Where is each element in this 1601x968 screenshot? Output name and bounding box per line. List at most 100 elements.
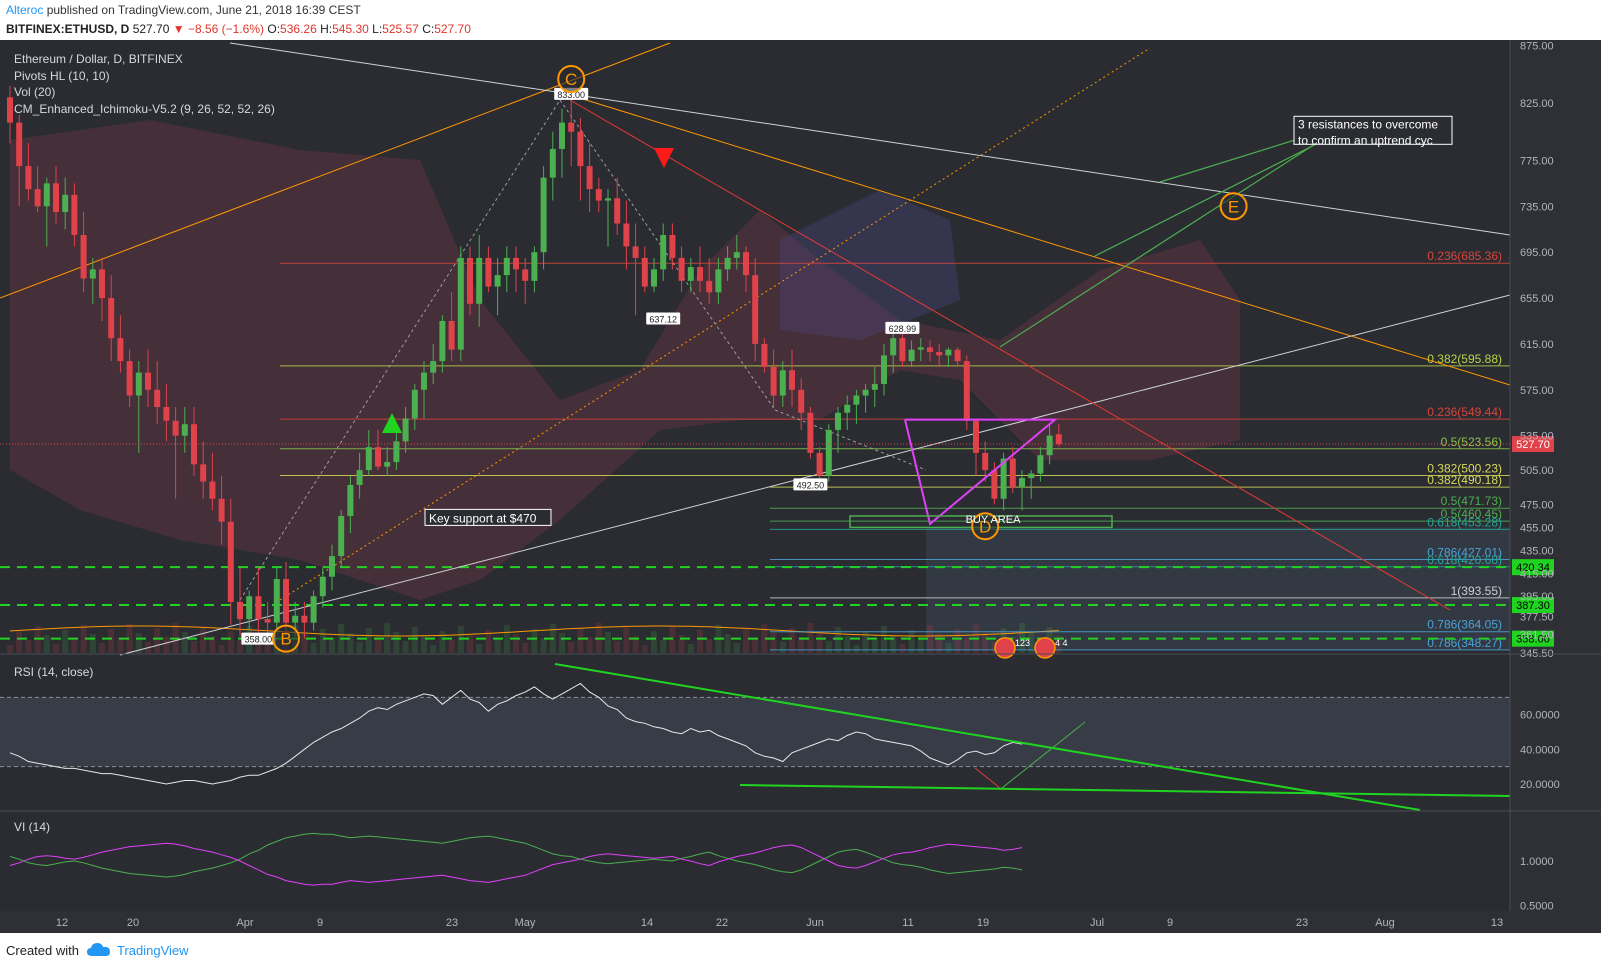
rsi-line — [9, 682, 1023, 785]
price-axis-tick: 655.00 — [1520, 293, 1554, 305]
candle-body — [503, 257, 510, 276]
volume-bar — [62, 630, 69, 653]
volume-bar — [614, 641, 621, 653]
volume-bar — [908, 630, 915, 653]
volume-bar — [99, 643, 105, 653]
candle-body — [53, 183, 59, 213]
zigzag-line — [559, 99, 776, 411]
volume-bar — [310, 643, 317, 653]
candle-body — [605, 198, 611, 201]
volume-bar — [503, 625, 510, 653]
event-badge-label: 123 — [1015, 638, 1030, 648]
tradingview-link[interactable]: TradingView — [117, 943, 189, 958]
price-axis-tick: 415.00 — [1520, 568, 1554, 580]
volume-bar — [126, 624, 133, 653]
candle-body — [476, 257, 483, 304]
last-price-tag-label: 527.70 — [1516, 439, 1550, 451]
volume-bar — [586, 637, 593, 653]
volume-bar — [945, 643, 952, 653]
pivot-label: 492.50 — [797, 480, 825, 490]
candle-body — [945, 349, 952, 356]
wave-label-circle — [1219, 192, 1248, 221]
price-axis-tick: 377.50 — [1520, 611, 1554, 623]
candle-body — [724, 257, 731, 270]
candle-body — [154, 389, 161, 407]
fib-level-label: 0.5(460.45) — [1441, 507, 1502, 521]
pivot-label: 628.99 — [889, 324, 917, 334]
candle-body — [273, 579, 280, 623]
candle-body — [568, 122, 575, 132]
low-label: L: — [372, 22, 383, 36]
event-badge-icon — [994, 637, 1016, 659]
triangle-pattern — [904, 418, 1058, 526]
vi-axis-tick: 0.5000 — [1520, 901, 1554, 913]
volume-bar — [623, 627, 630, 653]
volume-bar — [154, 628, 161, 653]
candle-body — [439, 320, 446, 362]
pivot-label: 637.12 — [649, 315, 677, 325]
high-label: H: — [320, 22, 333, 36]
legend-rsi: RSI (14, close) — [14, 665, 93, 679]
annotation-text: Key support at $470 — [429, 511, 537, 525]
rsi-axis-tick: 60.0000 — [1520, 710, 1560, 722]
volume-bar — [25, 640, 32, 653]
low-value: 525.57 — [382, 22, 419, 36]
candle-body — [577, 131, 584, 167]
wave-label-circle — [971, 512, 1000, 541]
vi-axis-tick: 1.0000 — [1520, 856, 1554, 868]
candle-body — [632, 246, 639, 258]
price-axis-tick: 775.00 — [1520, 155, 1554, 167]
volume-bar — [476, 644, 483, 653]
volume-bar — [605, 632, 611, 653]
candle-body — [356, 470, 363, 485]
support-price-label: 420.34 — [1516, 562, 1550, 574]
time-axis-tick: 9 — [1167, 917, 1173, 929]
sell-signal-triangle — [654, 148, 674, 168]
candle-body — [660, 234, 667, 270]
volume-bar — [890, 635, 897, 653]
candle-body — [1037, 455, 1044, 474]
volume-bar — [319, 629, 326, 653]
legend-volume: Vol (20) — [14, 85, 55, 99]
candle-body — [651, 269, 657, 287]
volume-bar — [80, 625, 87, 653]
candle-body — [844, 404, 851, 413]
projection-arrow — [1094, 131, 1341, 257]
candle-body — [255, 596, 262, 620]
candle-body — [853, 395, 860, 405]
rsi-green-arrow — [1001, 721, 1086, 789]
high-value: 545.30 — [332, 22, 369, 36]
annotation-text: to confirm an uptrend cyc — [1298, 133, 1433, 147]
publish-header: Alteroc published on TradingView.com, Ju… — [0, 0, 1601, 40]
candle-body — [430, 361, 437, 373]
wave-label: D — [979, 517, 991, 536]
volume-bar — [936, 634, 943, 653]
rsi-band — [0, 697, 1510, 767]
indicator-legend: Ethereum / Dollar, D, BITFINEX Pivots HL… — [14, 52, 275, 834]
time-axis-tick: 22 — [716, 917, 728, 929]
candle-body — [264, 619, 271, 623]
pivot-label: 358.00 — [245, 635, 273, 645]
volume-bar — [301, 634, 308, 653]
candle-body — [62, 194, 69, 213]
candle-body — [807, 412, 814, 453]
wave-label-circle — [557, 64, 586, 93]
author-link[interactable]: Alteroc — [6, 3, 44, 17]
candle-body — [89, 269, 96, 279]
candle-body — [549, 148, 556, 178]
price-change: −8.56 (−1.6%) — [187, 22, 265, 36]
chart-title: Ethereum / Dollar, D, BITFINEX — [14, 52, 183, 66]
volume-bar — [16, 631, 23, 653]
candle-body — [540, 177, 547, 253]
candle-body — [973, 420, 979, 453]
volume-bar — [522, 643, 529, 653]
candle-body — [1028, 473, 1035, 479]
volume-bar — [43, 635, 50, 653]
candle-body — [71, 194, 78, 235]
candle-body — [595, 189, 602, 201]
chart-canvas[interactable]: 0.236(685.36) 0.382(595.88) 0.236(549.44) 0… — [0, 40, 1601, 933]
support-price-label: 358.00 — [1516, 634, 1550, 646]
volume-bar — [1055, 636, 1062, 653]
volume-bar — [513, 634, 519, 653]
wave-label-circle — [272, 624, 300, 653]
